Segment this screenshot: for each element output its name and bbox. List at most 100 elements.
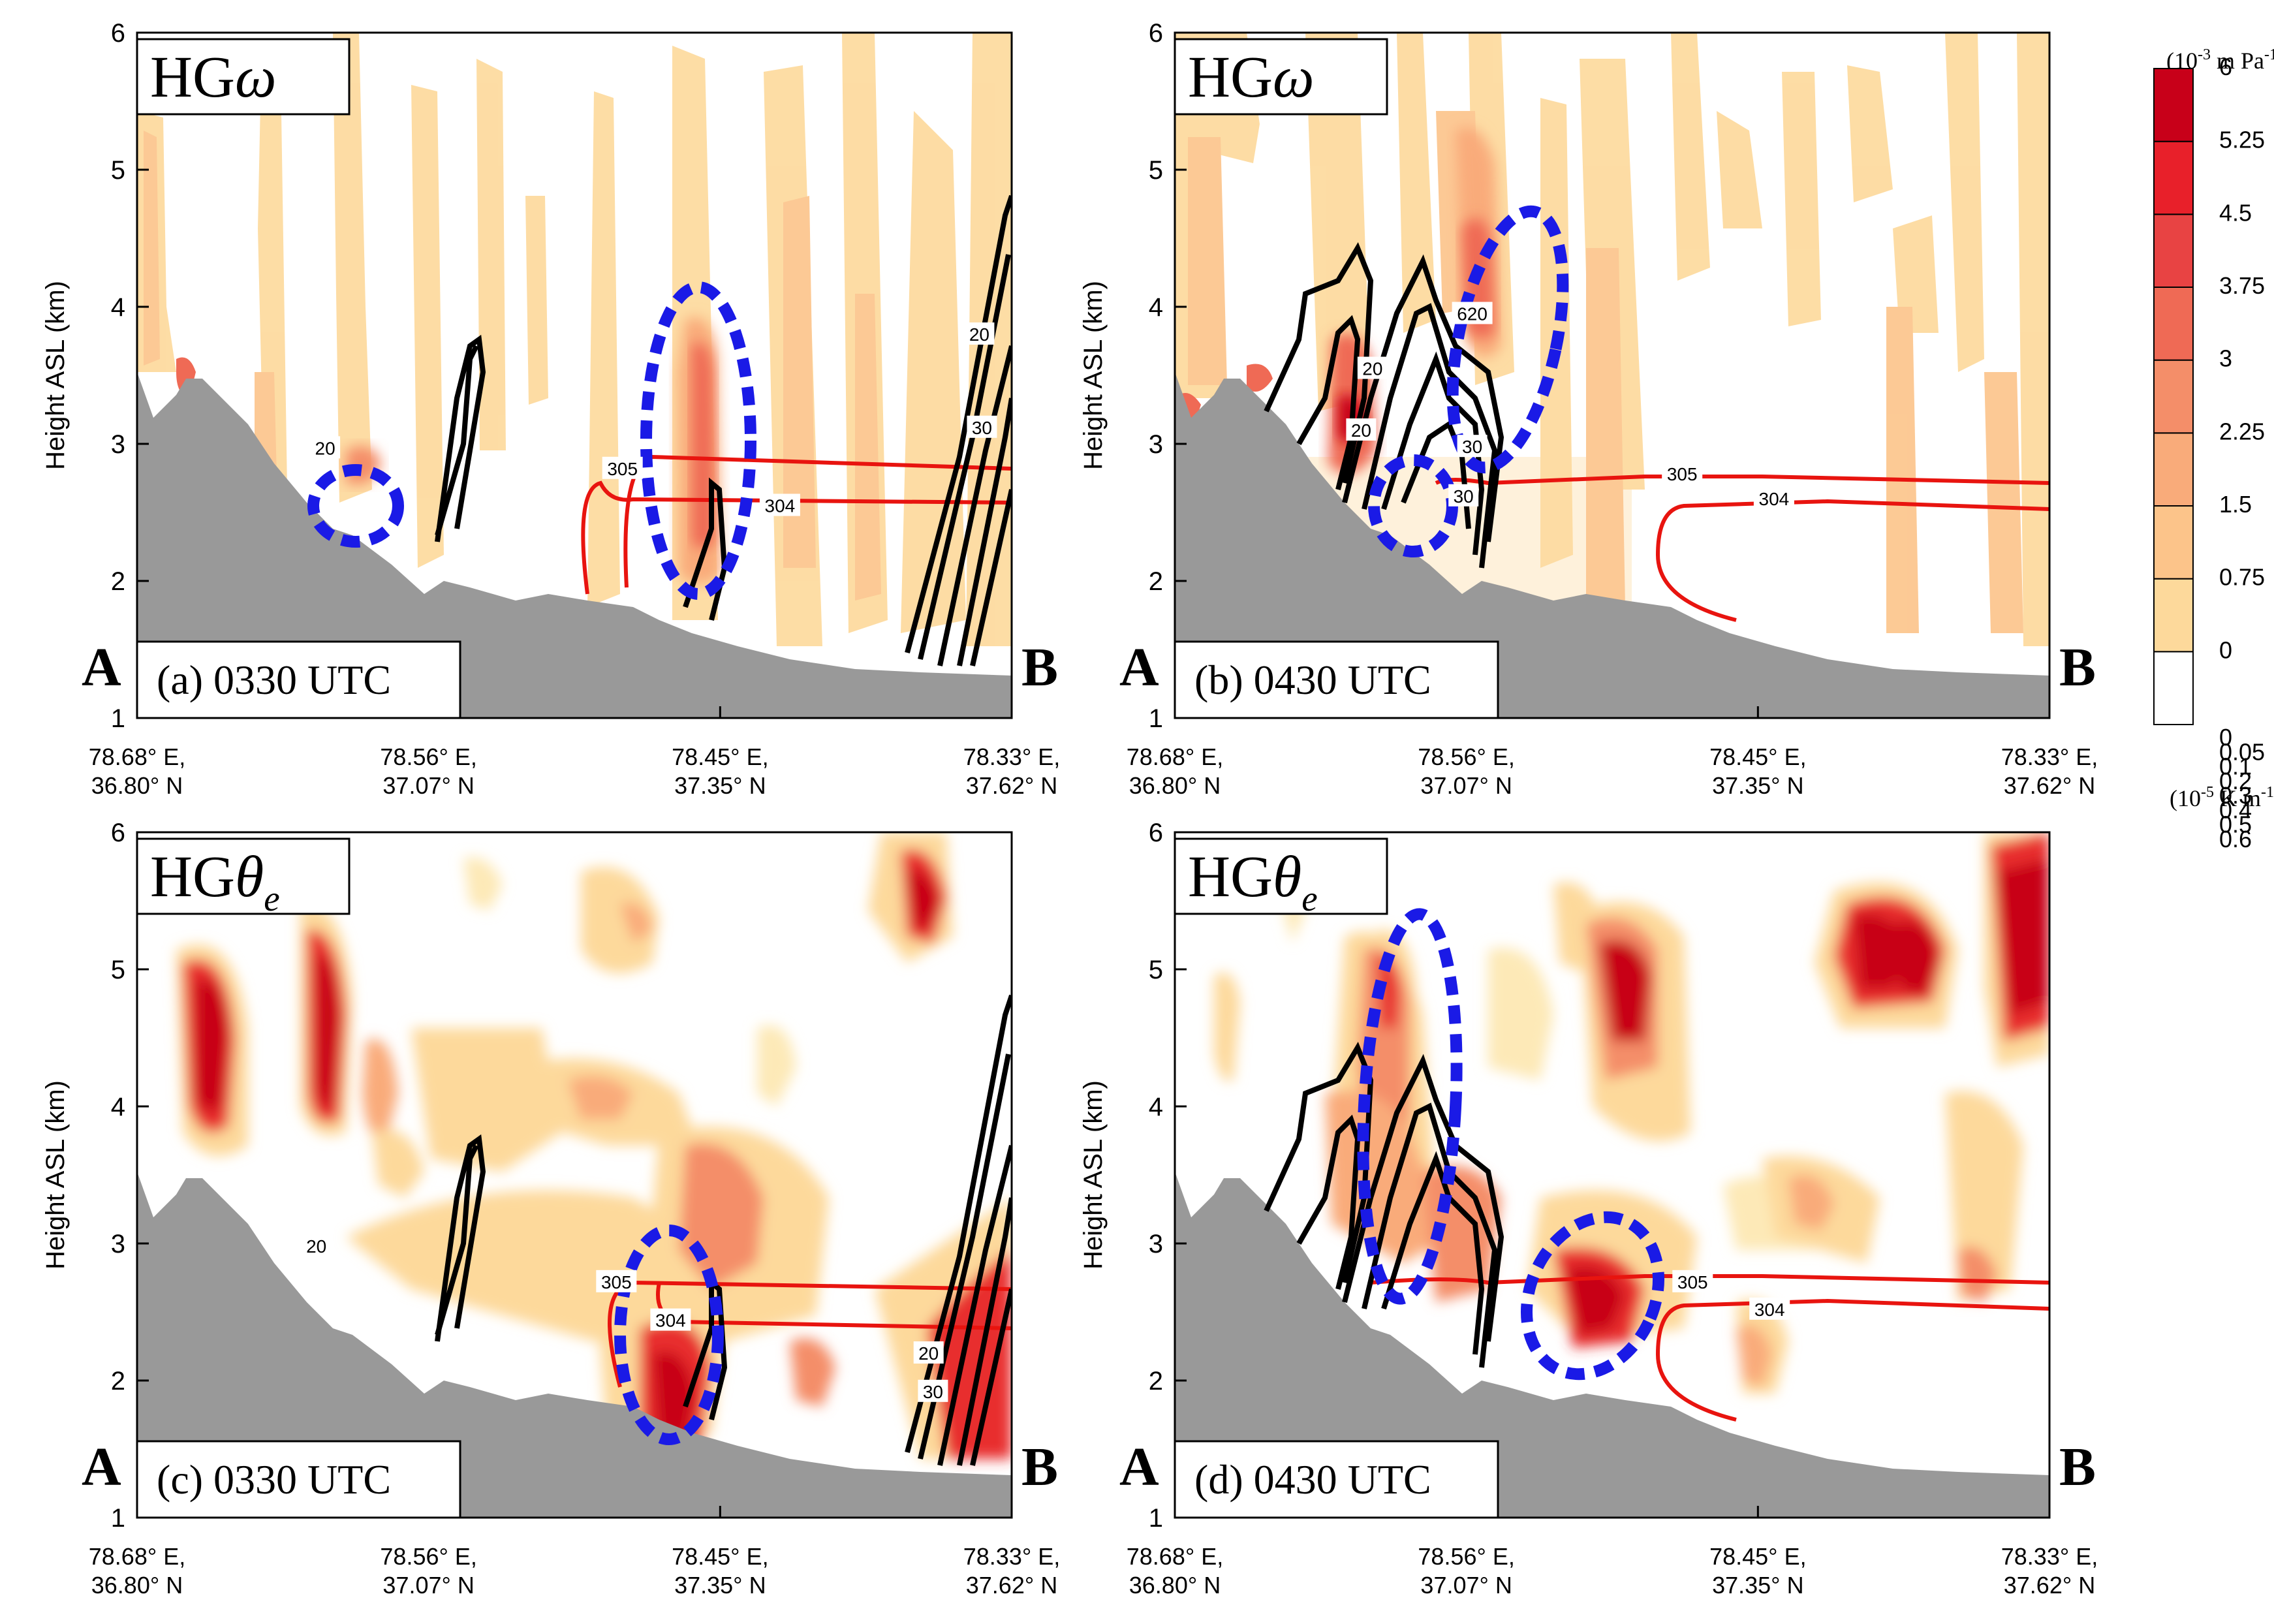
contour-label-box (1357, 356, 1388, 379)
contour-label-box (1346, 418, 1377, 441)
colorbar-swatch (2153, 432, 2194, 507)
panel-caption-box (1174, 640, 1499, 719)
panel-caption-box (136, 640, 461, 719)
colorbar-level: 3.75 (2219, 272, 2265, 299)
panel-title: HGθe (136, 837, 350, 918)
y-tick-label: 1 (111, 1504, 125, 1533)
panel-title: HGω (1174, 38, 1388, 116)
contour-label-group: 20 305 304 20 30 (301, 1234, 948, 1402)
colorbar-level: 0.4 (2219, 796, 2252, 823)
y-axis-label: Height ASL (km) (41, 1080, 70, 1270)
colorbar-swatch (2153, 287, 2194, 361)
contour-label: 20 (306, 1236, 326, 1257)
panel-title-box (1174, 837, 1388, 915)
y-tick-label: 2 (111, 567, 125, 596)
x-tick-label: 78.56° E, 37.07° N (380, 743, 477, 799)
contour-label: 30 (1462, 437, 1482, 457)
field-a (137, 33, 1012, 718)
contour-label: 305 (607, 459, 638, 479)
contour-label-box (964, 322, 995, 345)
colorbar-level: 0.6 (2219, 826, 2252, 852)
colorbar-level: 0.3 (2219, 782, 2252, 809)
y-tick-label: 3 (1149, 1230, 1163, 1258)
y-axis-label: Height ASL (km) (41, 281, 70, 470)
x-tick-label: 78.45° E, 37.35° N (1709, 743, 1807, 799)
y-tick-label: 6 (1149, 819, 1163, 847)
y-tick-label: 5 (111, 156, 125, 185)
colorbar-swatch (2153, 359, 2194, 434)
x-tick-label: 78.68° E, 36.80° N (1127, 1543, 1224, 1599)
colorbar-level: 0 (2219, 636, 2232, 663)
y-tick-label: 5 (111, 956, 125, 984)
field-d (1175, 832, 2049, 1518)
panel-a (136, 31, 1013, 719)
panel-caption-text: (d) 0430 UTC (1194, 1456, 1431, 1503)
panel-title: HGθe (1174, 837, 1388, 918)
y-tick-label: 1 (1149, 704, 1163, 733)
section-start-label: A (1119, 637, 1159, 698)
axes-frame-d (1174, 831, 2051, 1519)
contour-label-box (1457, 435, 1487, 458)
highlight-ellipse (307, 464, 404, 548)
contour-label: 20 (918, 1343, 939, 1364)
colorbar-level: 6 (2219, 54, 2232, 80)
x-tick-label: 78.68° E, 36.80° N (1127, 743, 1224, 799)
contour-label-box (310, 436, 341, 459)
contour-label: 30 (923, 1382, 943, 1402)
contour-label: 30 (972, 418, 992, 438)
section-start-label: A (82, 637, 121, 698)
panel-b-overlay: 1 2 3 4 5 6 Height ASL (km) 78.68° E, 36.80° N 78… (1079, 19, 2098, 799)
panel-title-text: HGω (1188, 45, 1315, 110)
x-tick-label: 78.33° E, 37.62° N (2001, 743, 2098, 799)
y-tick-label: 2 (111, 1367, 125, 1396)
axes-frame-b (1174, 31, 2051, 719)
y-tick-label: 6 (111, 819, 125, 847)
contour-label-box (1662, 462, 1703, 485)
x-tick-label: 78.45° E, 37.35° N (672, 1543, 769, 1599)
contour-label-box (1749, 1297, 1790, 1320)
contour-label: 305 (1667, 464, 1698, 484)
colorbar-swatch (2153, 505, 2194, 580)
panel-c-overlay: 1 2 3 4 5 6 Height ASL (km) 78.68° E, 36.80° N 78… (41, 819, 1060, 1599)
panel-title: HGω (136, 38, 350, 116)
contour-label-box (918, 1379, 948, 1402)
panel-title-box (136, 38, 350, 116)
terrain-d (1175, 1172, 2049, 1518)
terrain-a (137, 372, 1012, 718)
y-tick-label: 6 (1149, 19, 1163, 48)
y-tick-label: 2 (1149, 567, 1163, 596)
contour-label: 20 (1351, 420, 1371, 441)
contour-label-box (301, 1234, 332, 1257)
colorbar-level: 0 (2219, 724, 2232, 751)
panel-caption: (c) 0330 UTC (136, 1440, 461, 1519)
panel-a-overlay: 1 2 3 4 5 6 Height ASL (km) 78.68° E, 36.80° N 78… (41, 19, 1060, 799)
y-tick-label: 3 (111, 1230, 125, 1258)
colorbar-swatch (2153, 140, 2194, 215)
axes-frame-a (136, 31, 1013, 719)
panel-caption-text: (c) 0330 UTC (157, 1456, 391, 1503)
x-tick-label: 78.68° E, 36.80° N (89, 1543, 186, 1599)
contour-label-box (596, 1270, 637, 1292)
x-tick-label: 78.45° E, 37.35° N (1709, 1543, 1807, 1599)
contour-label-group: 20 305 304 20 30 (310, 322, 997, 516)
colorbar-level: 5.25 (2219, 127, 2265, 153)
section-end-label: B (1021, 1437, 1058, 1497)
x-tick-label: 78.68° E, 36.80° N (89, 743, 186, 799)
y-tick-label: 4 (1149, 1093, 1163, 1121)
panel-d-overlay: 1 2 3 4 5 6 Height ASL (km) 78.68° E, 36.80° N 78… (1079, 819, 2098, 1599)
section-end-label: B (1021, 637, 1058, 698)
contour-label: 620 (1457, 304, 1487, 324)
y-tick-label: 3 (111, 430, 125, 459)
contour-label: 304 (765, 496, 796, 516)
section-end-label: B (2059, 1437, 2096, 1497)
contour-label-box (759, 493, 800, 516)
x-tick-label: 78.56° E, 37.07° N (1418, 1543, 1515, 1599)
colorbar-swatch (2153, 213, 2194, 289)
x-tick-label: 78.56° E, 37.07° N (380, 1543, 477, 1599)
contour-label-box (967, 415, 997, 438)
panel-caption-text: (b) 0430 UTC (1194, 657, 1431, 703)
highlight-ellipse (1520, 1211, 1665, 1381)
colorbar-level: 0.75 (2219, 564, 2265, 591)
